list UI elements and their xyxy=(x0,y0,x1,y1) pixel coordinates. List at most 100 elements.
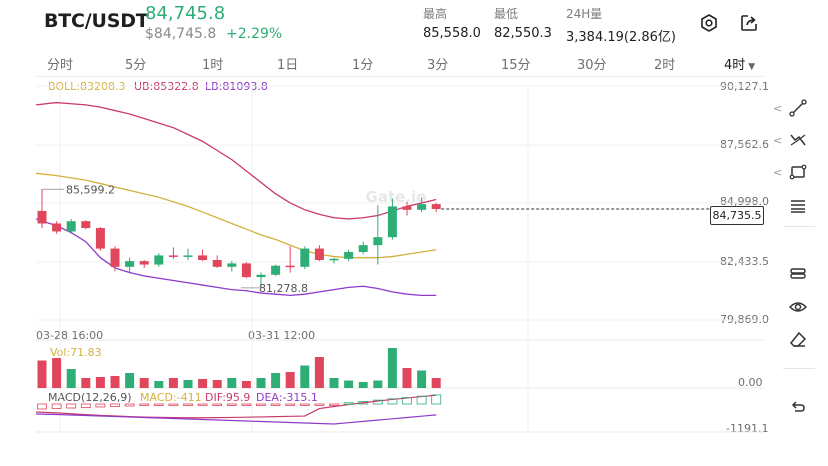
volume-bar xyxy=(37,360,47,388)
volume-bar xyxy=(285,372,295,388)
candle-body xyxy=(139,261,149,265)
volume-bar xyxy=(198,379,208,388)
candle-body xyxy=(81,221,91,229)
fib-tool-icon[interactable] xyxy=(781,192,815,220)
toolbar-divider xyxy=(783,368,815,369)
dea-line xyxy=(35,413,437,425)
volume-bar xyxy=(358,382,368,388)
tab-5m[interactable]: 5分 xyxy=(125,58,147,73)
tab-1h[interactable]: 1时 xyxy=(202,58,224,73)
tab-1d[interactable]: 1日 xyxy=(277,58,299,73)
candle-body xyxy=(198,255,208,260)
candle-body xyxy=(387,206,397,238)
volume-bar xyxy=(81,378,91,388)
candle-body xyxy=(212,259,222,267)
low-label: 最低 xyxy=(494,7,519,21)
candle-body xyxy=(168,255,178,257)
trend-tool-icon[interactable] xyxy=(781,126,815,154)
tab-4h[interactable]: 4时 ▼ xyxy=(724,54,755,73)
y-tick-label: 79,869.0 xyxy=(720,313,769,326)
volume-bar xyxy=(344,380,354,388)
volume-zero-label: 0.00 xyxy=(738,376,763,389)
macd-bar xyxy=(329,403,339,406)
volume-bar xyxy=(212,380,222,388)
tab-timeshare[interactable]: 分时 xyxy=(47,58,74,73)
boll-ub-value: UB:85322.8 xyxy=(134,80,199,93)
candle-body xyxy=(329,258,339,261)
x-tick-label: 03-31 12:00 xyxy=(248,329,316,342)
tab-2h[interactable]: 2时 xyxy=(654,58,676,73)
volume-bar xyxy=(314,357,324,388)
price-change: +2.29% xyxy=(226,26,283,42)
macd-bar xyxy=(183,403,193,406)
candle-body xyxy=(125,261,135,267)
volume-bar xyxy=(110,376,120,388)
candle-body xyxy=(37,210,47,224)
volume-value: Vol:71.83 xyxy=(50,346,102,359)
volume-bar xyxy=(52,358,62,388)
undo-icon[interactable] xyxy=(781,393,815,421)
macd-bar xyxy=(416,395,427,405)
volume-bar xyxy=(139,378,149,388)
x-tick-label: 03-28 16:00 xyxy=(36,329,104,342)
chevron-down-icon: ▼ xyxy=(748,62,756,72)
shape-tool-icon[interactable] xyxy=(781,158,815,186)
candle-body xyxy=(314,248,324,260)
line-draw-icon[interactable] xyxy=(781,94,815,122)
boll-mid-line xyxy=(35,172,437,259)
interval-tabs: 分时 5分 1时 1日 1分 3分 15分 30分 2时 4时 ▼ xyxy=(0,52,828,74)
candle-body xyxy=(154,255,164,265)
boll-upper-line xyxy=(35,101,437,220)
last-price: 84,745.8 xyxy=(145,3,226,24)
chart-grid xyxy=(36,85,764,433)
tab-4h-label: 4时 xyxy=(724,58,746,73)
settings-icon[interactable] xyxy=(700,14,718,32)
vol24-label: 24H量 xyxy=(566,7,603,21)
macd-bar xyxy=(358,400,369,405)
candle-body xyxy=(271,265,281,275)
candle-body xyxy=(256,274,266,278)
chevron-left-icon[interactable]: < xyxy=(773,134,783,147)
macd-bar xyxy=(197,403,208,406)
eraser-icon[interactable] xyxy=(781,326,815,354)
magnet-icon[interactable] xyxy=(781,258,815,286)
pair-name[interactable]: BTC/USDT xyxy=(44,10,149,32)
candle-body xyxy=(66,221,76,232)
boll-value: BOLL:83208.3 xyxy=(48,80,126,93)
macd-bar xyxy=(212,403,223,406)
eye-icon[interactable] xyxy=(781,293,815,321)
y-tick-label: 84,998.0 xyxy=(720,195,769,208)
share-icon[interactable] xyxy=(740,14,758,32)
macd-min-label: -1191.1 xyxy=(726,422,769,435)
y-tick-label: 87,562.6 xyxy=(720,138,769,151)
candle-body xyxy=(95,228,105,249)
volume-bar xyxy=(329,378,339,388)
volume-bar xyxy=(431,378,441,388)
tab-15m[interactable]: 15分 xyxy=(501,58,531,73)
volume-bar xyxy=(373,380,383,388)
macd-bar xyxy=(139,403,150,406)
boll-lb-value: LB:81093.8 xyxy=(205,80,268,93)
volume-bar xyxy=(387,348,397,388)
volume-bar xyxy=(241,381,251,388)
boll-lines xyxy=(35,101,437,296)
macd-bar xyxy=(95,403,106,408)
tab-1m[interactable]: 1分 xyxy=(352,58,374,73)
tab-3m[interactable]: 3分 xyxy=(427,58,449,73)
dif-value: DIF:95.9 xyxy=(205,391,251,404)
volume-bar xyxy=(183,380,193,388)
max-price-marker: 85,599.2 xyxy=(66,183,115,196)
volume-bar xyxy=(227,378,237,388)
chevron-left-icon[interactable]: < xyxy=(773,102,783,115)
tab-30m[interactable]: 30分 xyxy=(577,58,607,73)
tab-divider xyxy=(36,76,764,77)
volume-bar xyxy=(271,373,281,388)
candle-body xyxy=(431,204,441,209)
chevron-left-icon[interactable]: < xyxy=(773,166,783,179)
macd-bar xyxy=(314,403,325,406)
volume-bar xyxy=(417,370,427,388)
toolbar-divider xyxy=(783,226,815,227)
macd-bar xyxy=(270,403,281,406)
volume-bar xyxy=(95,377,105,388)
usd-price: $84,745.8 xyxy=(145,26,217,42)
